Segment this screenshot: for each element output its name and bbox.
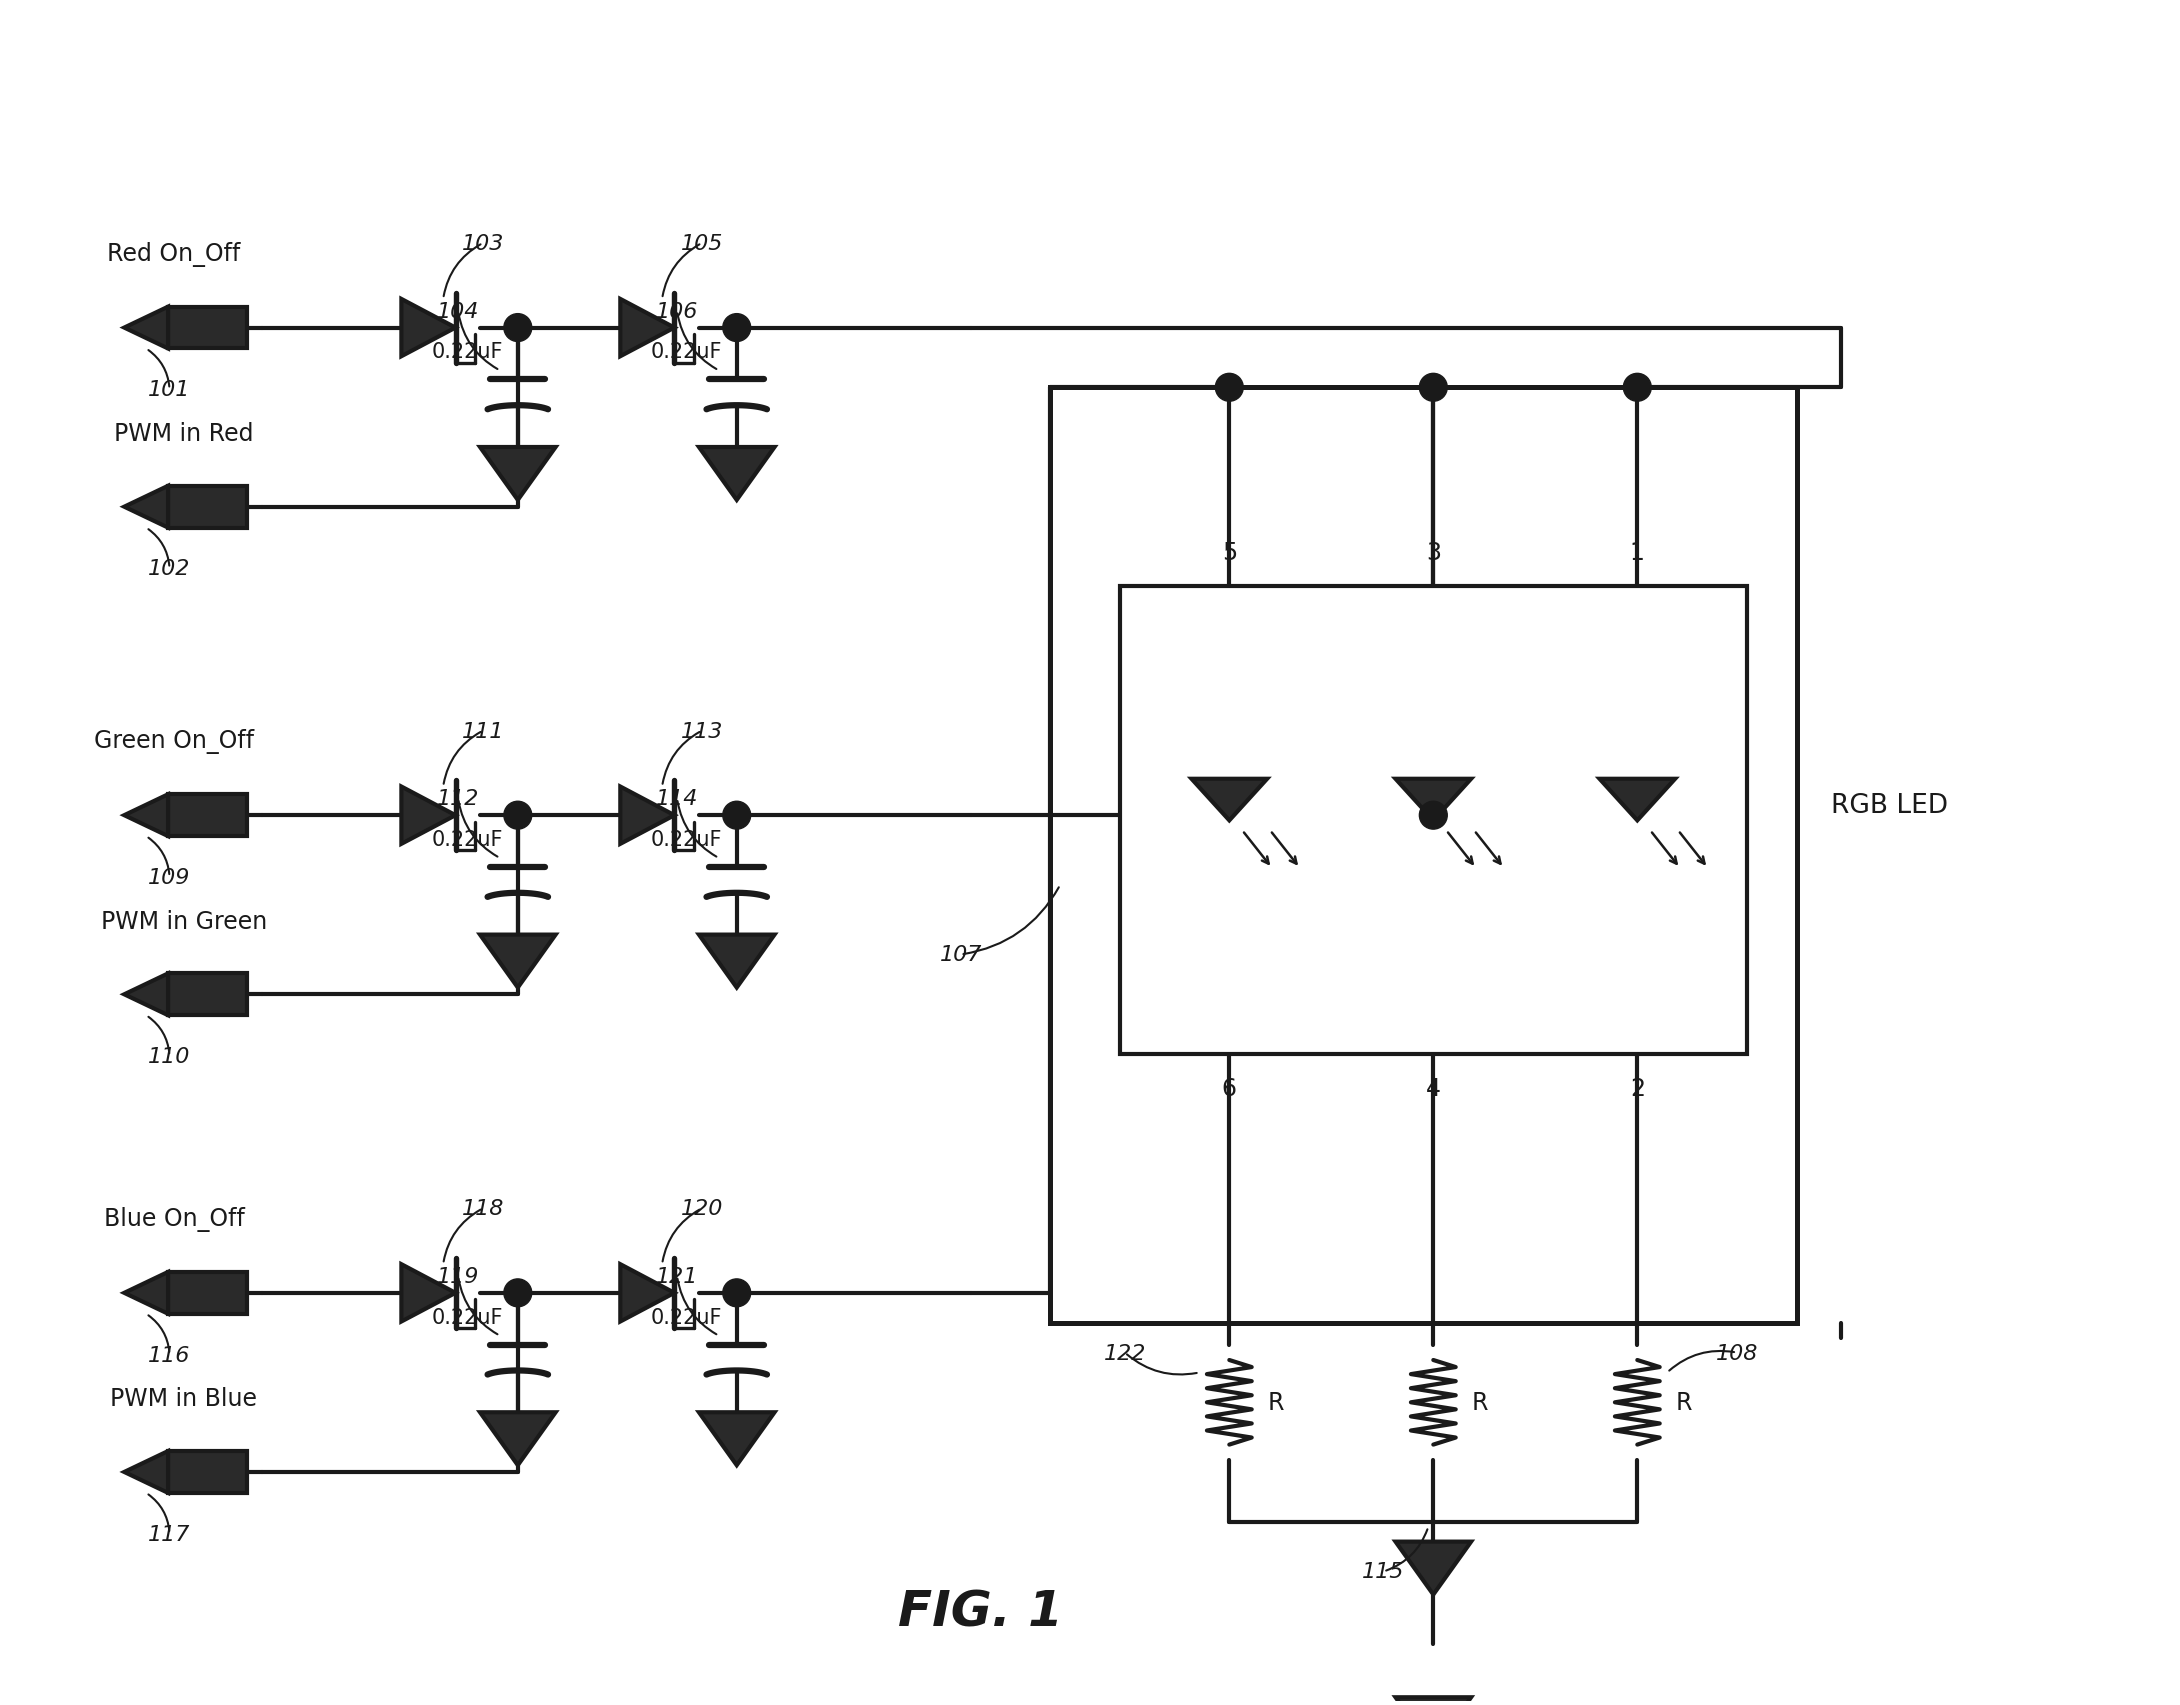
Polygon shape bbox=[700, 448, 774, 501]
Circle shape bbox=[1419, 373, 1448, 402]
Text: 0.22uF: 0.22uF bbox=[650, 830, 722, 849]
Polygon shape bbox=[621, 788, 674, 844]
Circle shape bbox=[1216, 373, 1243, 402]
Text: Green On_Off: Green On_Off bbox=[94, 730, 255, 754]
Text: 101: 101 bbox=[148, 380, 190, 401]
Text: 104: 104 bbox=[436, 302, 480, 322]
Text: PWM in Red: PWM in Red bbox=[113, 421, 253, 445]
Text: 115: 115 bbox=[1362, 1562, 1404, 1582]
Text: 117: 117 bbox=[148, 1524, 190, 1543]
Text: FIG. 1: FIG. 1 bbox=[898, 1587, 1064, 1635]
Text: 122: 122 bbox=[1103, 1344, 1147, 1362]
Polygon shape bbox=[1395, 1696, 1472, 1705]
Text: 3: 3 bbox=[1426, 540, 1441, 564]
Polygon shape bbox=[401, 300, 456, 356]
Polygon shape bbox=[401, 1265, 456, 1321]
Text: 1: 1 bbox=[1631, 540, 1644, 564]
FancyBboxPatch shape bbox=[168, 974, 246, 1016]
Polygon shape bbox=[124, 795, 168, 837]
Text: 116: 116 bbox=[148, 1345, 190, 1364]
Text: Red On_Off: Red On_Off bbox=[107, 242, 240, 266]
Polygon shape bbox=[480, 448, 556, 501]
Circle shape bbox=[504, 314, 532, 343]
Polygon shape bbox=[124, 486, 168, 529]
FancyBboxPatch shape bbox=[168, 486, 246, 529]
Text: PWM in Blue: PWM in Blue bbox=[111, 1386, 257, 1410]
Polygon shape bbox=[124, 1451, 168, 1494]
Polygon shape bbox=[480, 1412, 556, 1465]
Polygon shape bbox=[124, 307, 168, 350]
Text: 112: 112 bbox=[436, 789, 480, 808]
Text: 4: 4 bbox=[1426, 1076, 1441, 1100]
Text: 0.22uF: 0.22uF bbox=[650, 1308, 722, 1326]
Text: 114: 114 bbox=[656, 789, 698, 808]
Text: 111: 111 bbox=[462, 721, 504, 742]
Circle shape bbox=[724, 1279, 750, 1308]
Polygon shape bbox=[700, 934, 774, 987]
Text: 5: 5 bbox=[1221, 540, 1236, 564]
Polygon shape bbox=[621, 1265, 674, 1321]
Text: 113: 113 bbox=[680, 721, 724, 742]
Polygon shape bbox=[401, 788, 456, 844]
Circle shape bbox=[504, 801, 532, 830]
FancyBboxPatch shape bbox=[168, 1272, 246, 1315]
Circle shape bbox=[724, 801, 750, 830]
Text: 0.22uF: 0.22uF bbox=[432, 1308, 504, 1326]
Text: 0.22uF: 0.22uF bbox=[432, 830, 504, 849]
Circle shape bbox=[1624, 373, 1650, 402]
Polygon shape bbox=[1395, 779, 1472, 820]
Circle shape bbox=[504, 1279, 532, 1308]
Polygon shape bbox=[124, 1272, 168, 1315]
Text: 120: 120 bbox=[680, 1199, 724, 1219]
Text: 102: 102 bbox=[148, 559, 190, 580]
Text: 108: 108 bbox=[1716, 1344, 1757, 1362]
Text: R: R bbox=[1676, 1391, 1692, 1415]
Polygon shape bbox=[124, 974, 168, 1016]
Text: 6: 6 bbox=[1221, 1076, 1236, 1100]
Text: 107: 107 bbox=[940, 945, 981, 965]
Text: 106: 106 bbox=[656, 302, 698, 322]
FancyBboxPatch shape bbox=[168, 795, 246, 837]
Text: 0.22uF: 0.22uF bbox=[650, 343, 722, 361]
Circle shape bbox=[724, 314, 750, 343]
Text: 121: 121 bbox=[656, 1267, 698, 1286]
Polygon shape bbox=[1600, 779, 1674, 820]
Text: 105: 105 bbox=[680, 234, 724, 254]
Polygon shape bbox=[1395, 1541, 1472, 1594]
Text: 110: 110 bbox=[148, 1047, 190, 1066]
Text: 119: 119 bbox=[436, 1267, 480, 1286]
Text: 2: 2 bbox=[1631, 1076, 1646, 1100]
Text: PWM in Green: PWM in Green bbox=[100, 909, 268, 933]
Text: R: R bbox=[1267, 1391, 1284, 1415]
Text: 109: 109 bbox=[148, 868, 190, 887]
Text: R: R bbox=[1472, 1391, 1489, 1415]
Polygon shape bbox=[621, 300, 674, 356]
Text: Blue On_Off: Blue On_Off bbox=[105, 1207, 244, 1231]
Bar bbox=[1051, 389, 1796, 1323]
Text: 118: 118 bbox=[462, 1199, 504, 1219]
Text: 0.22uF: 0.22uF bbox=[432, 343, 504, 361]
Polygon shape bbox=[480, 934, 556, 987]
Text: RGB LED: RGB LED bbox=[1831, 793, 1949, 818]
FancyBboxPatch shape bbox=[168, 307, 246, 350]
FancyBboxPatch shape bbox=[168, 1451, 246, 1494]
Bar bbox=[1121, 587, 1746, 1054]
Polygon shape bbox=[700, 1412, 774, 1465]
Polygon shape bbox=[1192, 779, 1267, 820]
Circle shape bbox=[1419, 801, 1448, 830]
Text: 103: 103 bbox=[462, 234, 504, 254]
